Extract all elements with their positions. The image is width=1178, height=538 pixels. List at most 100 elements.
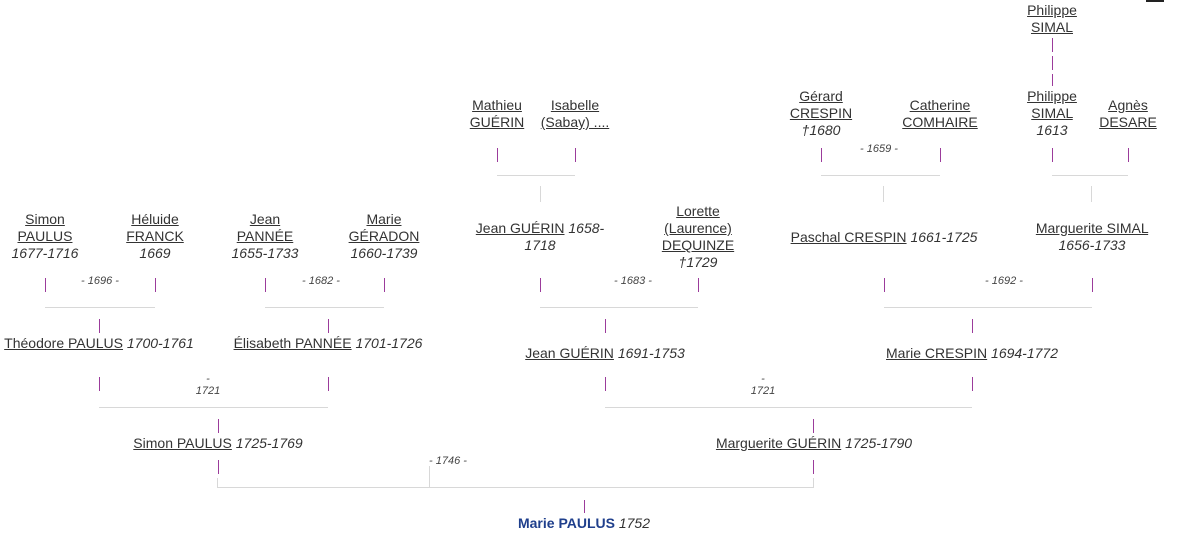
person-dates: 1677-1716 [11, 245, 79, 261]
marriage-label: - 1696 - [81, 275, 119, 287]
person-dates: 1694-1772 [991, 345, 1058, 361]
person-dates: †1680 [801, 122, 841, 138]
person-name[interactable]: Jean GUÉRIN [525, 345, 614, 361]
parent-connector [540, 278, 541, 292]
parent-connector [45, 278, 46, 292]
child-connector [328, 319, 329, 333]
child-connector [1091, 186, 1092, 202]
marriage-label: - 1721 [195, 373, 221, 397]
parent-connector [698, 278, 699, 292]
person-name[interactable]: Mathieu GUÉRIN [469, 97, 525, 130]
person-dates: 1660-1739 [350, 245, 418, 261]
person-dates: 1655-1733 [231, 245, 299, 261]
couple-connector [821, 175, 940, 176]
person-dates: 1613 [1036, 122, 1068, 138]
person-simon-paulus-1677[interactable]: Simon PAULUS 1677-1716 [5, 211, 85, 262]
person-name[interactable]: Simon PAULUS [133, 435, 232, 451]
person-name[interactable]: Gérard CRESPIN [789, 88, 853, 121]
person-name[interactable]: Philippe SIMAL [1027, 2, 1077, 35]
person-name[interactable]: Lorette (Laurence) DEQUINZE [661, 203, 735, 253]
parent-connector [575, 148, 576, 162]
parent-connector [884, 278, 885, 292]
person-name: Marie PAULUS [517, 515, 615, 531]
person-dates: 1701-1726 [355, 335, 423, 351]
person-name[interactable]: Philippe SIMAL [1027, 88, 1077, 121]
person-name[interactable]: Paschal CRESPIN [790, 229, 907, 245]
person-name[interactable]: Jean GUÉRIN [475, 220, 565, 236]
couple-connector [429, 466, 430, 487]
person-marie-paulus: Marie PAULUS 1752 [509, 515, 659, 532]
person-name[interactable]: Élisabeth PANNÉE [233, 335, 352, 351]
person-name[interactable]: Marie GÉRADON [348, 211, 420, 244]
couple-connector [540, 307, 698, 308]
marriage-label: - 1659 - [860, 143, 898, 155]
person-jean-guerin-1691[interactable]: Jean GUÉRIN 1691-1753 [505, 345, 705, 362]
parent-connector [384, 278, 385, 292]
lineage-connector [1052, 74, 1053, 86]
person-name[interactable]: Marguerite SIMAL [1035, 220, 1149, 236]
person-name[interactable]: Isabelle (Sabay) .... [540, 97, 610, 130]
person-dates: †1729 [678, 254, 718, 270]
person-dates: 1725-1790 [845, 435, 913, 451]
person-marie-crespin[interactable]: Marie CRESPIN 1694-1772 [872, 345, 1072, 362]
person-name[interactable]: Marguerite GUÉRIN [715, 435, 842, 451]
child-connector [605, 319, 606, 333]
person-philippe-simal-top[interactable]: Philippe SIMAL [1021, 2, 1083, 36]
person-name[interactable]: Simon PAULUS [17, 211, 73, 244]
person-dates: 1656-1733 [1058, 237, 1126, 253]
person-marguerite-simal[interactable]: Marguerite SIMAL 1656-1733 [1017, 220, 1167, 254]
lineage-connector [1052, 38, 1053, 52]
person-dates: 1658-1718 [524, 220, 605, 253]
person-dates: 1752 [618, 515, 651, 531]
couple-connector [605, 407, 972, 408]
person-name[interactable]: Marie CRESPIN [886, 345, 988, 361]
person-heluide-franck[interactable]: Héluide FRANCK 1669 [115, 211, 195, 262]
person-marguerite-guerin-1725[interactable]: Marguerite GUÉRIN 1725-1790 [699, 435, 929, 452]
person-isabelle-sabay[interactable]: Isabelle (Sabay) .... [535, 97, 615, 131]
person-mathieu-guerin[interactable]: Mathieu GUÉRIN [465, 97, 529, 131]
parent-connector [497, 148, 498, 162]
marriage-label: - 1683 - [614, 275, 652, 287]
parent-connector [1128, 148, 1129, 162]
person-name[interactable]: Jean PANNÉE [236, 211, 294, 244]
couple-connector [265, 307, 384, 308]
child-connector [99, 319, 100, 333]
person-name[interactable]: Héluide FRANCK [126, 211, 184, 244]
parent-connector [972, 377, 973, 391]
person-marie-geradon[interactable]: Marie GÉRADON 1660-1739 [344, 211, 424, 262]
child-connector [972, 319, 973, 333]
person-name[interactable]: Catherine COMHAIRE [902, 97, 978, 130]
person-dates: 1661-1725 [910, 229, 978, 245]
person-simon-paulus-1725[interactable]: Simon PAULUS 1725-1769 [108, 435, 328, 452]
person-jean-guerin-1658[interactable]: Jean GUÉRIN 1658-1718 [465, 220, 615, 254]
couple-connector [99, 407, 328, 408]
person-dates: 1669 [139, 245, 171, 261]
person-paschal-crespin[interactable]: Paschal CRESPIN 1661-1725 [774, 229, 994, 246]
lineage-connector [1052, 56, 1053, 70]
marriage-label: - 1692 - [985, 275, 1023, 287]
parent-connector [821, 148, 822, 162]
person-theodore-paulus[interactable]: Théodore PAULUS 1700-1761 [4, 335, 194, 352]
person-name[interactable]: Théodore PAULUS [4, 335, 123, 351]
person-philippe-simal-1613[interactable]: Philippe SIMAL 1613 [1021, 88, 1083, 139]
person-lorette-dequinze[interactable]: Lorette (Laurence) DEQUINZE †1729 [657, 203, 739, 271]
parent-connector [328, 377, 329, 391]
person-elisabeth-pannee[interactable]: Élisabeth PANNÉE 1701-1726 [233, 335, 423, 352]
marriage-label: - 1746 - [429, 455, 467, 467]
person-gerard-crespin[interactable]: Gérard CRESPIN †1680 [785, 88, 857, 139]
person-catherine-comhaire[interactable]: Catherine COMHAIRE [897, 97, 983, 131]
couple-connector [217, 478, 218, 487]
child-connector [218, 419, 219, 433]
person-dates: 1700-1761 [126, 335, 194, 351]
child-connector [540, 186, 541, 202]
parent-connector [605, 377, 606, 391]
person-agnes-desare[interactable]: Agnès DESARE [1093, 97, 1163, 131]
marriage-label: - 1721 [750, 373, 776, 397]
parent-connector [1092, 278, 1093, 292]
couple-connector [1052, 175, 1128, 176]
person-name[interactable]: Agnès DESARE [1099, 97, 1157, 130]
couple-connector [497, 175, 575, 176]
parent-connector [155, 278, 156, 292]
person-jean-pannee[interactable]: Jean PANNÉE 1655-1733 [225, 211, 305, 262]
